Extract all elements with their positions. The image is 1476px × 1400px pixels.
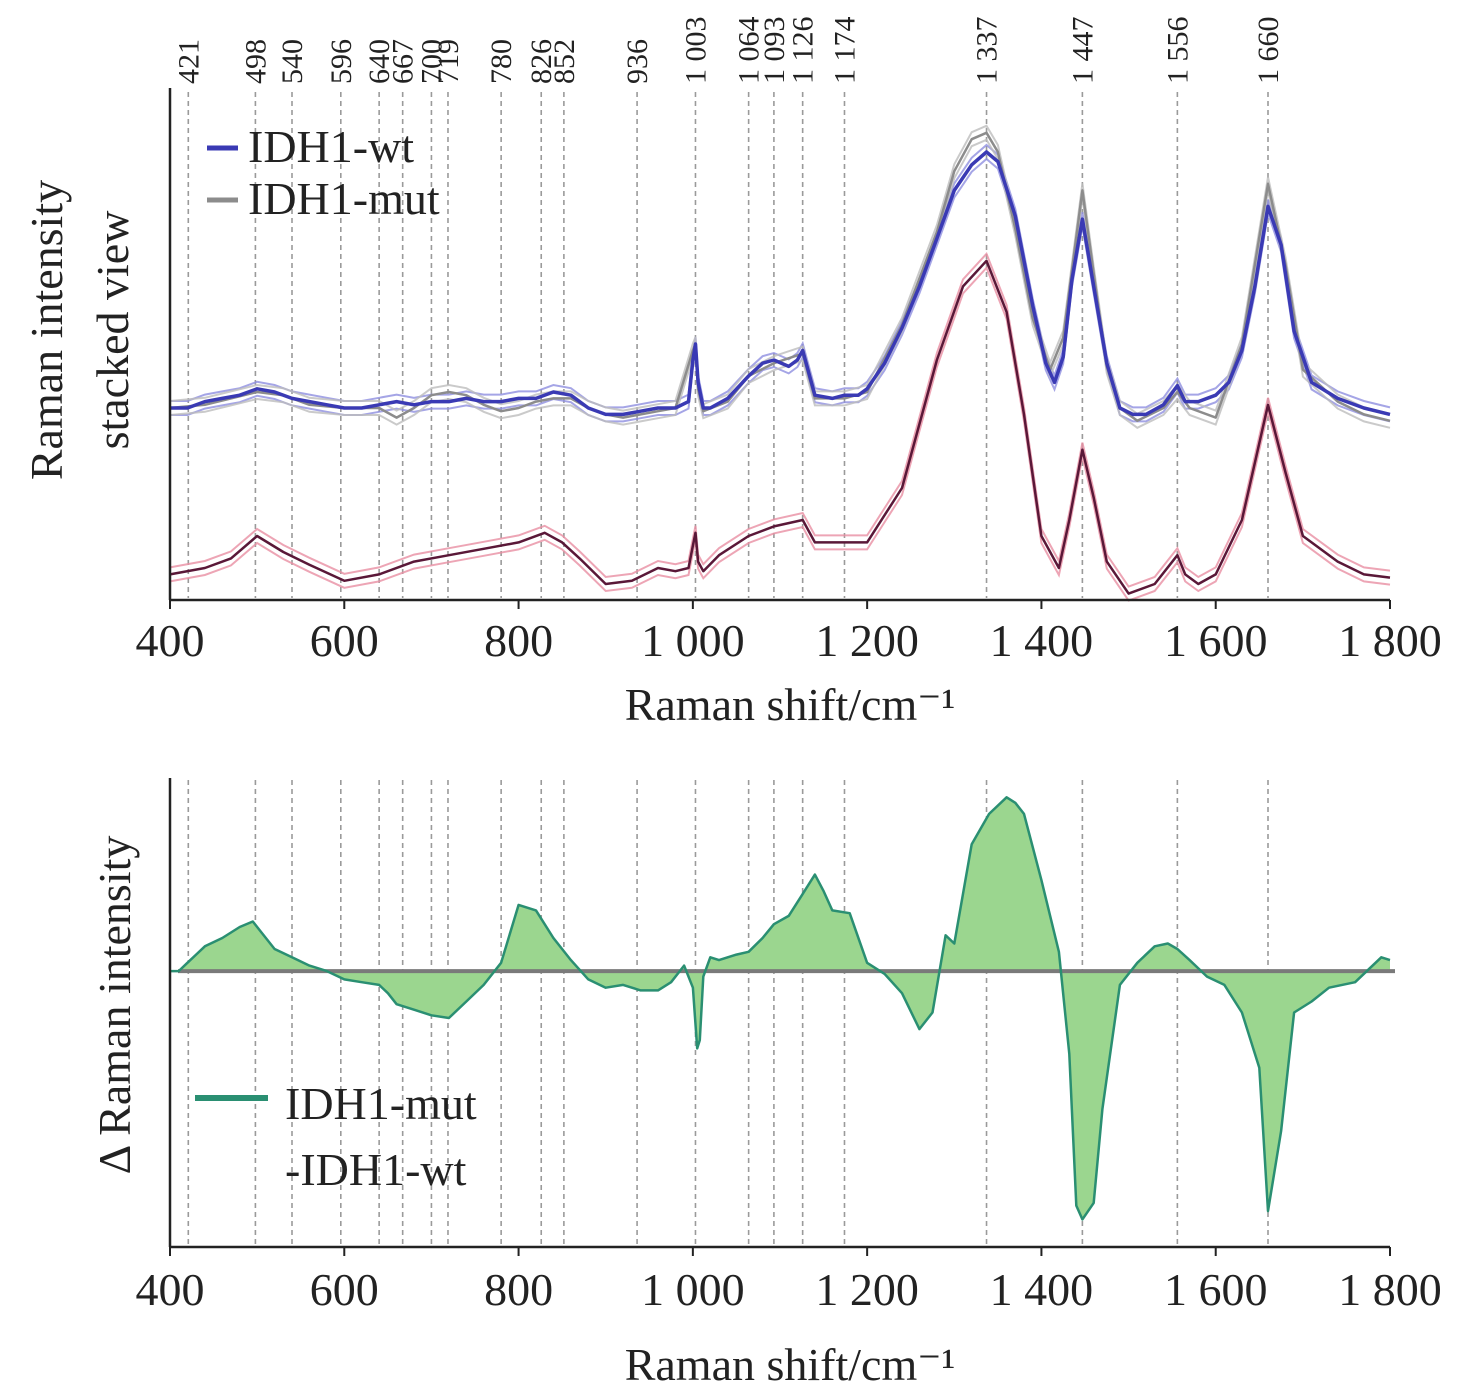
top-peak-lines (187, 92, 1269, 598)
top-x-tick-label-1000: 1 000 (641, 615, 745, 666)
top-x-tick-label-1800: 1 800 (1338, 615, 1442, 666)
bottom-legend: IDH1-mut -IDH1-wt (195, 1078, 477, 1195)
bottom-x-tick-label-600: 600 (310, 1264, 379, 1315)
peak-label-780: 780 (485, 39, 518, 84)
peak-label-936: 936 (621, 39, 654, 84)
bottom-y-axis-title: Δ Raman intensity (89, 836, 140, 1175)
bottom-x-tick-label-1800: 1 800 (1338, 1264, 1442, 1315)
top-x-axis-title: Raman shift/cm⁻¹ (625, 679, 956, 730)
top-x-ticks: 400 600 800 1 000 1 200 1 400 1 600 1 800 (136, 600, 1442, 666)
peak-label-498: 498 (239, 39, 272, 84)
spread-band-idh1-mut-lower-1 (169, 265, 1391, 602)
difference-spectrum-chart: 400 600 800 1 000 1 200 1 400 1 600 1 800 Raman… (89, 778, 1442, 1390)
bottom-x-axis-title: Raman shift/cm⁻¹ (625, 1339, 956, 1390)
peak-label-1003: 1 003 (679, 17, 712, 85)
legend-label-idh1-mut: IDH1-mut (248, 173, 440, 224)
bottom-x-tick-label-1200: 1 200 (815, 1264, 919, 1315)
bottom-x-tick-label-1600: 1 600 (1164, 1264, 1268, 1315)
top-legend: IDH1-wt IDH1-mut (207, 121, 440, 224)
bottom-x-tick-label-1000: 1 000 (641, 1264, 745, 1315)
peak-label-700: 700 (415, 39, 448, 84)
peak-label-421: 421 (172, 39, 205, 84)
legend-label-idh1-wt: IDH1-wt (248, 121, 414, 172)
top-series-lines (169, 131, 1391, 595)
top-x-tick-label-600: 600 (310, 615, 379, 666)
peak-label-1093: 1 093 (758, 17, 791, 85)
top-x-tick-label-800: 800 (484, 615, 553, 666)
stacked-spectra-chart: 400 600 800 1 000 1 200 1 400 1 600 1 800 421 49… (21, 17, 1442, 731)
series-line-idh1-mut-lower (169, 259, 1391, 595)
peak-label-640: 640 (363, 39, 396, 84)
peak-label-1126: 1 126 (787, 17, 820, 85)
bottom-x-ticks: 400 600 800 1 000 1 200 1 400 1 600 1 800 (136, 1247, 1442, 1315)
peak-label-719: 719 (432, 39, 465, 84)
peak-label-1174: 1 174 (828, 17, 861, 85)
difference-line (170, 796, 1391, 1221)
peak-label-852: 852 (548, 39, 581, 84)
bottom-x-tick-label-400: 400 (136, 1264, 205, 1315)
bottom-x-tick-label-800: 800 (484, 1264, 553, 1315)
peak-label-1660: 1 660 (1252, 17, 1285, 85)
series-line-idh1-mut (169, 131, 1391, 423)
top-y-axis-title-line-2: stacked view (87, 210, 138, 450)
top-y-axis-title: Raman intensity stacked view (21, 180, 138, 480)
spread-band-idh1-mut-lower-0 (169, 251, 1391, 588)
top-x-tick-label-1600: 1 600 (1164, 615, 1268, 666)
legend-label-difference-line-2: -IDH1-wt (285, 1144, 467, 1195)
bottom-x-tick-label-1400: 1 400 (990, 1264, 1094, 1315)
top-y-axis-title-line-1: Raman intensity (21, 180, 72, 480)
legend-label-difference-line-1: IDH1-mut (285, 1078, 477, 1129)
top-x-tick-label-400: 400 (136, 615, 205, 666)
top-x-tick-label-1200: 1 200 (815, 615, 919, 666)
difference-area-fill (170, 797, 1390, 1220)
peak-label-596: 596 (325, 39, 358, 84)
peak-label-1447: 1 447 (1066, 17, 1099, 85)
peak-label-1556: 1 556 (1161, 17, 1194, 85)
peak-label-1337: 1 337 (971, 17, 1004, 85)
series-line-idh1-wt (170, 150, 1391, 417)
peak-label-667: 667 (387, 39, 420, 84)
peak-label-1064: 1 064 (733, 17, 766, 85)
peak-label-826: 826 (525, 39, 558, 84)
top-x-tick-label-1400: 1 400 (990, 615, 1094, 666)
peak-label-540: 540 (276, 39, 309, 84)
